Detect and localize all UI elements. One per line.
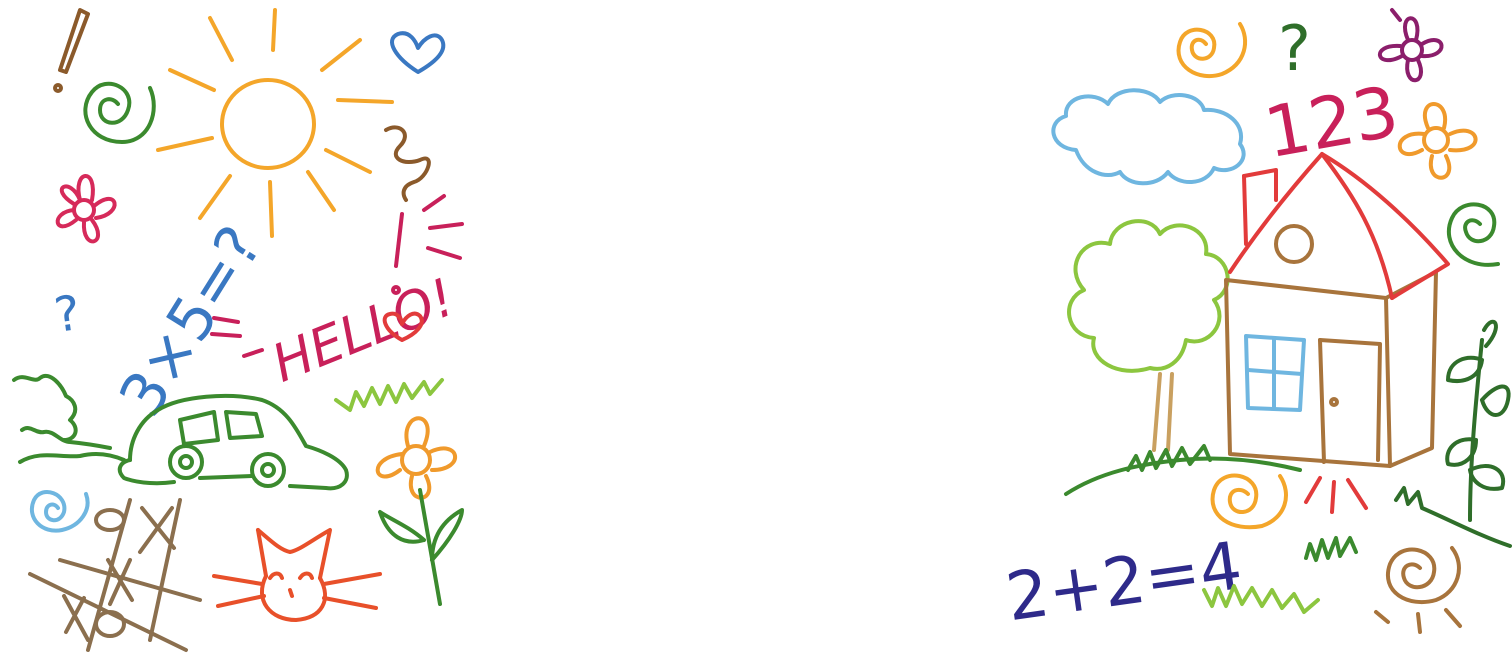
spiral-doodle-orange-mid	[1210, 473, 1288, 530]
bush-doodle-green	[12, 374, 126, 464]
spiral-doodle-blue	[30, 490, 90, 533]
vine-doodle	[1445, 319, 1511, 522]
hello-text: HELLO!	[264, 268, 463, 395]
tree-trunk-doodle	[1152, 372, 1174, 452]
sum-text: 2+2=4	[1002, 527, 1247, 636]
house-window-doodle	[1244, 334, 1306, 412]
flower-doodle-orange-left	[375, 416, 457, 500]
tic-tac-toe-doodle	[28, 498, 202, 652]
spiral-doodle-brown	[1374, 546, 1462, 634]
grass-doodle-lime-bottom	[1202, 584, 1320, 614]
flower-doodle-orange-right	[1397, 102, 1478, 180]
cat-doodle	[212, 528, 382, 622]
hello-emphasis-lines	[210, 316, 264, 358]
heart-doodle-red	[382, 311, 424, 342]
spiral-doodle-green-right	[1446, 202, 1500, 267]
grass-doodle-right-edge	[1394, 486, 1512, 548]
exclamation-doodle	[53, 8, 90, 93]
spiral-doodle-orange-top	[1176, 22, 1248, 79]
cloud-doodle	[1051, 88, 1246, 186]
spiral-doodle-green	[83, 81, 156, 144]
sun-doodle	[156, 8, 394, 238]
sparkle-lines-red	[1304, 476, 1368, 514]
tree-doodle	[1067, 219, 1230, 373]
question-mark-left: ?	[51, 285, 84, 344]
flower-stem-green	[378, 488, 464, 606]
exclamation-lines-red	[391, 194, 464, 295]
grass-doodle-small	[1304, 536, 1358, 562]
squiggle-doodle-brown	[384, 125, 431, 202]
flower-doodle-pink	[55, 174, 117, 244]
flower-doodle-plum	[1378, 8, 1444, 83]
question-mark-right: ?	[1278, 12, 1311, 85]
grass-doodle-green	[1064, 444, 1302, 496]
house-roof-doodle	[1228, 152, 1450, 300]
car-doodle	[117, 393, 349, 491]
house-doodle	[1224, 224, 1438, 468]
grass-doodle-lime	[334, 378, 444, 412]
heart-doodle-blue	[390, 31, 446, 74]
